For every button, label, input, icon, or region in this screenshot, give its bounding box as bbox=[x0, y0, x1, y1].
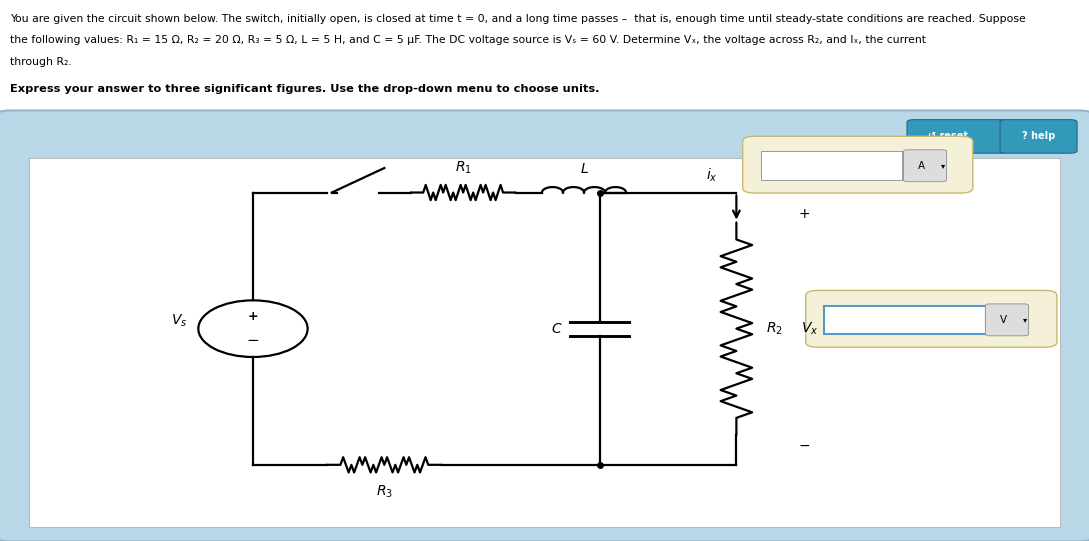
Text: ▾: ▾ bbox=[1024, 315, 1028, 324]
Text: $V_s$: $V_s$ bbox=[171, 312, 187, 329]
Text: $C$: $C$ bbox=[551, 322, 563, 335]
Text: the following values: R₁ = 15 Ω, R₂ = 20 Ω, R₃ = 5 Ω, L = 5 H, and C = 5 μF. The: the following values: R₁ = 15 Ω, R₂ = 20… bbox=[10, 35, 926, 45]
Text: A: A bbox=[918, 161, 925, 171]
FancyBboxPatch shape bbox=[904, 150, 946, 182]
Text: Express your answer to three significant figures. Use the drop-down menu to choo: Express your answer to three significant… bbox=[10, 84, 599, 94]
Text: $L$: $L$ bbox=[579, 162, 588, 176]
Text: $V_x$: $V_x$ bbox=[802, 320, 819, 337]
Text: $R_2$: $R_2$ bbox=[766, 320, 783, 337]
Text: $R_3$: $R_3$ bbox=[376, 484, 393, 500]
Text: −: − bbox=[246, 333, 259, 348]
Text: through R₂.: through R₂. bbox=[10, 57, 72, 67]
Text: $i_x$: $i_x$ bbox=[706, 167, 718, 184]
FancyBboxPatch shape bbox=[29, 158, 1060, 527]
FancyBboxPatch shape bbox=[907, 120, 1007, 153]
Text: $R_1$: $R_1$ bbox=[455, 160, 472, 176]
Text: +: + bbox=[247, 310, 258, 323]
FancyBboxPatch shape bbox=[806, 291, 1057, 347]
FancyBboxPatch shape bbox=[743, 136, 972, 193]
FancyBboxPatch shape bbox=[986, 304, 1028, 336]
Text: You are given the circuit shown below. The switch, initially open, is closed at : You are given the circuit shown below. T… bbox=[10, 14, 1026, 23]
FancyBboxPatch shape bbox=[823, 306, 987, 334]
Text: ? help: ? help bbox=[1021, 131, 1055, 141]
Text: −: − bbox=[799, 439, 810, 453]
Text: ▾: ▾ bbox=[941, 161, 945, 170]
Text: V: V bbox=[1000, 315, 1007, 325]
Text: ↺ reset: ↺ reset bbox=[928, 131, 968, 141]
FancyBboxPatch shape bbox=[760, 151, 903, 180]
FancyBboxPatch shape bbox=[1000, 120, 1077, 153]
FancyBboxPatch shape bbox=[0, 110, 1089, 541]
Text: +: + bbox=[799, 207, 810, 221]
